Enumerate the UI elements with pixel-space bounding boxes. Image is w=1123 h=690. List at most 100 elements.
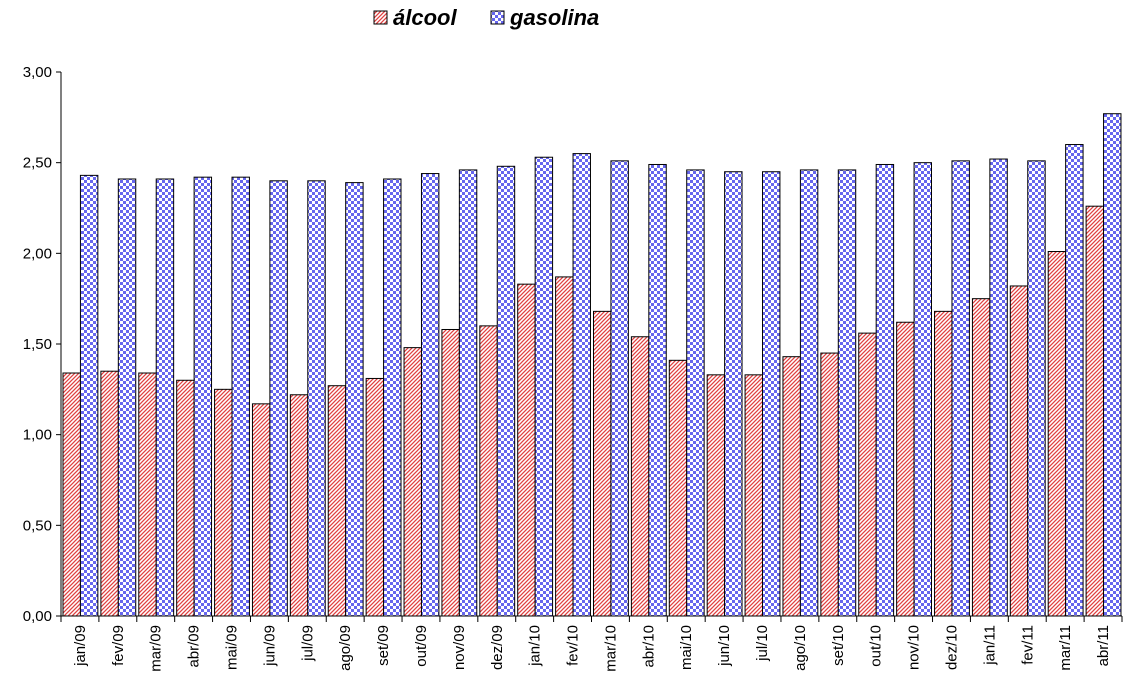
bar-gasolina	[1027, 160, 1046, 617]
bar-gasolina	[458, 169, 478, 617]
bar-alcool	[1047, 251, 1067, 617]
bar-alcool	[820, 352, 839, 617]
bar-alcool	[62, 372, 81, 617]
y-tick-label: 3,00	[23, 64, 52, 81]
x-tick-label: fev/10	[565, 625, 582, 666]
bar-alcool	[1009, 285, 1029, 617]
bar-gasolina	[686, 169, 705, 617]
bar-alcool	[138, 372, 157, 617]
bar-gasolina	[307, 180, 326, 617]
bar-alcool	[517, 283, 536, 617]
bar-gasolina	[837, 169, 857, 617]
x-axis: jan/09 fev/09 mar/09 abr/09 mai/09 jun/09 jul/…	[60, 615, 1123, 672]
y-tick-label: 1,50	[23, 336, 52, 353]
bar-alcool	[289, 394, 309, 617]
bar-alcool	[441, 328, 460, 617]
x-tick-label: abr/10	[640, 625, 657, 668]
bar-gasolina	[572, 153, 591, 617]
bar-gasolina	[231, 176, 250, 617]
bar-alcool	[365, 377, 385, 617]
bar-gasolina	[989, 158, 1008, 617]
x-tick-label: ago/10	[792, 625, 809, 671]
bar-gasolina	[1103, 113, 1122, 617]
x-tick-label: mar/10	[602, 625, 619, 672]
x-tick-label: jan/09	[72, 625, 89, 667]
bar-gasolina	[648, 163, 667, 617]
legend-label-alcool: álcool	[393, 5, 457, 30]
x-tick-label: mai/10	[678, 625, 695, 670]
x-tick-label: jan/10	[527, 625, 544, 667]
bar-alcool	[176, 379, 195, 617]
bar-alcool	[630, 336, 650, 617]
bar-gasolina	[269, 180, 288, 617]
bar-alcool	[706, 374, 726, 617]
bar-gasolina	[155, 178, 175, 617]
legend-swatch-gasolina	[490, 10, 505, 25]
bar-gasolina	[193, 176, 213, 617]
bar-gasolina	[79, 174, 99, 617]
y-tick-label: 2,50	[23, 155, 52, 172]
x-tick-label: out/10	[868, 625, 885, 667]
x-tick-label: nov/09	[451, 625, 468, 670]
bar-alcool	[327, 385, 347, 617]
bar-gasolina	[117, 178, 137, 617]
x-tick-label: fev/11	[1019, 625, 1036, 665]
legend-item-gasolina: gasolina	[490, 5, 599, 30]
x-tick-label: mai/09	[224, 625, 241, 670]
bar-alcool	[555, 276, 574, 617]
bar-alcool	[668, 359, 688, 617]
bar-gasolina	[610, 160, 629, 617]
bar-gasolina	[383, 178, 402, 617]
bar-alcool	[934, 310, 953, 617]
bar-gasolina	[913, 162, 933, 617]
bar-alcool	[896, 321, 915, 617]
bar-alcool	[593, 310, 612, 617]
x-tick-label: jun/09	[261, 625, 278, 667]
x-tick-label: jul/09	[299, 625, 316, 662]
x-tick-label: set/10	[830, 625, 847, 666]
x-tick-label: set/09	[375, 625, 392, 666]
bar-alcool	[214, 388, 233, 617]
bar-gasolina	[799, 169, 819, 617]
x-tick-label: ago/09	[337, 625, 354, 671]
x-tick-label: jan/11	[981, 625, 998, 666]
y-tick-label: 0,50	[23, 517, 52, 534]
legend-swatch-alcool	[373, 10, 388, 25]
bar-alcool	[251, 403, 271, 617]
x-tick-label: fev/09	[110, 625, 127, 666]
bar-gasolina	[951, 160, 970, 617]
x-tick-label: jun/10	[716, 625, 733, 667]
x-tick-label: jul/10	[754, 625, 771, 662]
bar-gasolina	[875, 163, 895, 617]
legend-label-gasolina: gasolina	[509, 5, 599, 30]
y-tick-label: 2,00	[23, 245, 52, 262]
x-tick-label: out/09	[413, 625, 430, 667]
bar-alcool	[744, 374, 764, 617]
x-tick-label: abr/09	[186, 625, 203, 668]
y-tick-label: 1,00	[23, 427, 52, 444]
legend: álcool gasolina	[373, 5, 599, 30]
bar-gasolina	[534, 156, 554, 617]
bar-alcool	[479, 325, 498, 617]
x-tick-label: mar/09	[148, 625, 165, 672]
bar-gasolina	[496, 165, 516, 617]
bar-alcool	[971, 298, 991, 617]
bars	[62, 113, 1122, 617]
x-tick-label: abr/11	[1095, 625, 1112, 666]
x-tick-label: mar/11	[1057, 625, 1074, 671]
bar-gasolina	[1065, 144, 1084, 617]
x-tick-label: nov/10	[906, 625, 923, 670]
y-axis: 0,00 0,50 1,00 1,50 2,00 2,50 3,00	[23, 64, 62, 625]
bar-alcool	[1085, 205, 1105, 617]
y-tick-label: 0,00	[23, 608, 52, 625]
x-tick-label: dez/09	[489, 625, 506, 670]
bar-alcool	[782, 356, 801, 617]
legend-item-alcool: álcool	[373, 5, 457, 30]
bar-gasolina	[724, 171, 743, 617]
x-tick-label: dez/10	[943, 625, 960, 670]
bar-gasolina	[762, 171, 781, 617]
bar-gasolina	[345, 182, 364, 617]
bar-alcool	[858, 332, 877, 617]
bar-alcool	[403, 347, 422, 617]
